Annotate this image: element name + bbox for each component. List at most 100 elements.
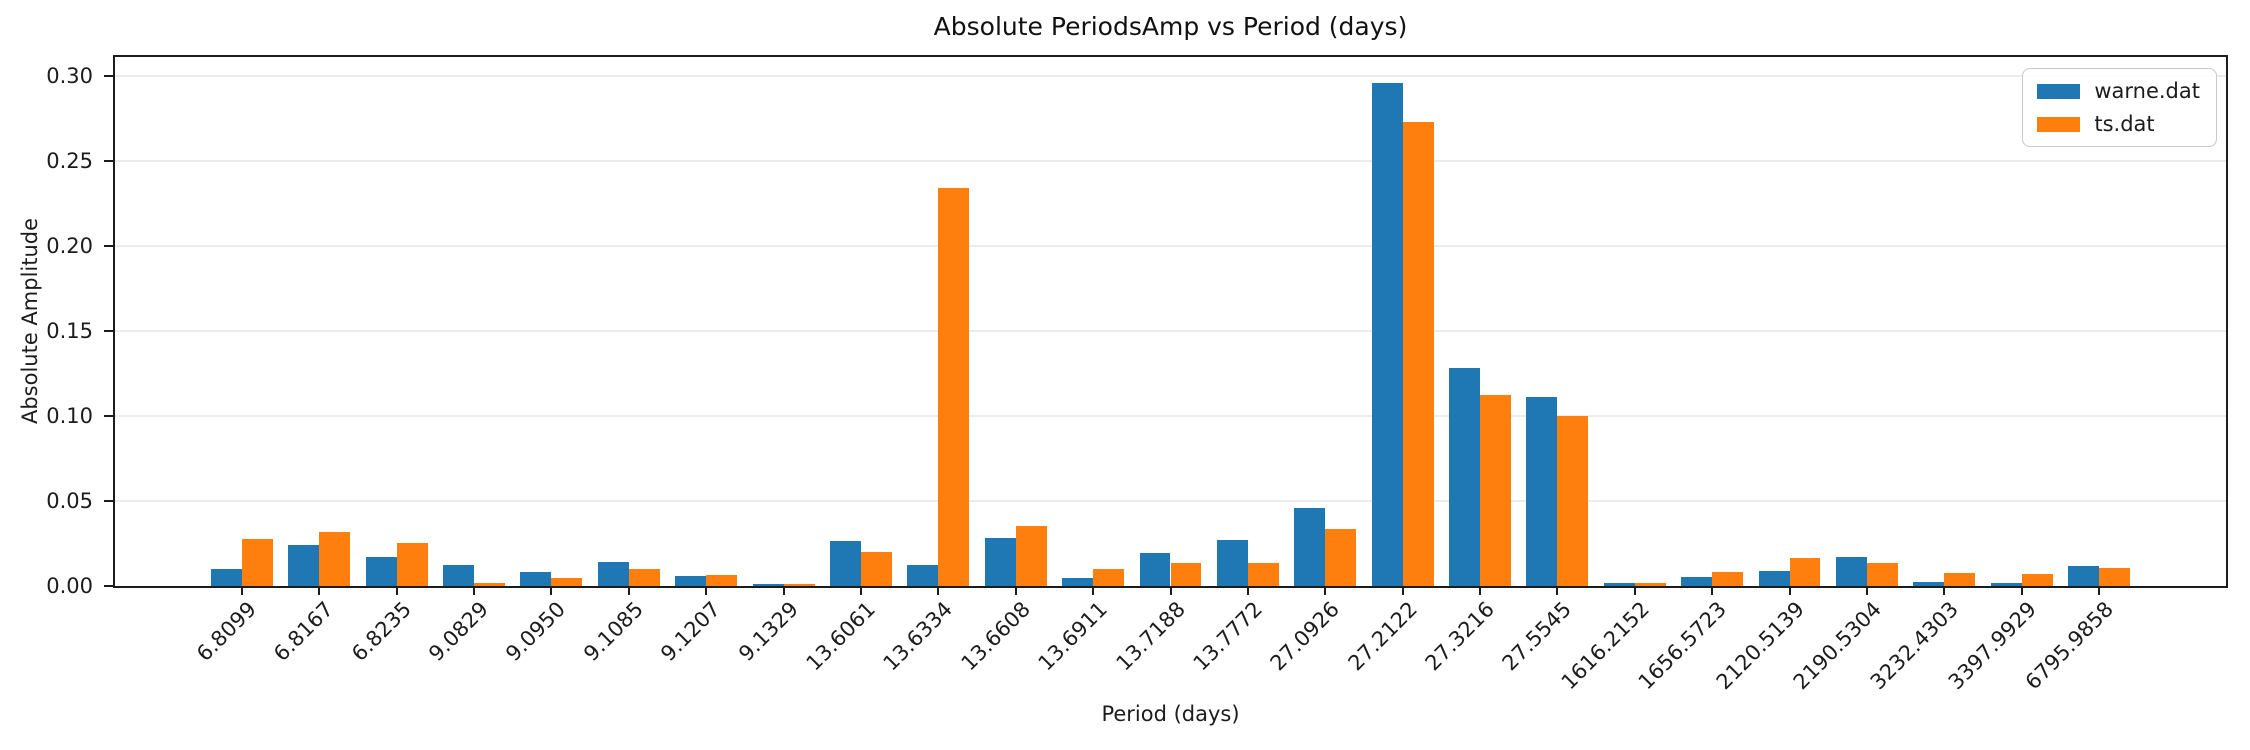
xtick bbox=[782, 586, 785, 595]
xtick bbox=[627, 586, 630, 595]
bar bbox=[830, 540, 861, 586]
bar bbox=[1093, 569, 1125, 586]
legend: warne.dat ts.dat bbox=[2022, 68, 2217, 147]
ytick bbox=[104, 499, 115, 502]
bar bbox=[1526, 397, 1558, 586]
legend-item: ts.dat bbox=[2037, 112, 2200, 136]
ytick bbox=[104, 244, 115, 247]
bar bbox=[551, 577, 583, 586]
yticklabel: 0.10 bbox=[46, 403, 93, 428]
bar bbox=[1681, 576, 1713, 586]
yticklabel: 0.20 bbox=[46, 233, 93, 258]
bar bbox=[1062, 577, 1094, 586]
bar bbox=[1557, 415, 1589, 586]
legend-swatch bbox=[2037, 116, 2081, 132]
gridline bbox=[115, 499, 2226, 502]
bar bbox=[1789, 557, 1821, 586]
bar bbox=[241, 539, 273, 586]
legend-label: ts.dat bbox=[2094, 112, 2155, 136]
bar bbox=[1216, 540, 1248, 586]
bar bbox=[1247, 563, 1279, 586]
bar bbox=[597, 562, 629, 586]
bar bbox=[1835, 557, 1867, 586]
bar bbox=[1294, 507, 1326, 586]
bar bbox=[628, 569, 660, 586]
legend-label: warne.dat bbox=[2094, 79, 2200, 103]
bar bbox=[2099, 567, 2131, 586]
x-axis-label: Period (days) bbox=[1101, 702, 1240, 726]
xtick bbox=[2020, 586, 2023, 595]
ytick bbox=[104, 414, 115, 417]
bar bbox=[1371, 82, 1403, 586]
bar bbox=[520, 572, 552, 586]
bar bbox=[1015, 526, 1047, 586]
bar bbox=[1449, 368, 1480, 586]
yticklabel: 0.30 bbox=[46, 63, 93, 88]
ytick bbox=[104, 159, 115, 162]
xtick bbox=[1479, 586, 1482, 595]
bar bbox=[860, 551, 892, 586]
gridline bbox=[115, 329, 2226, 332]
xtick bbox=[1324, 586, 1327, 595]
bar bbox=[706, 574, 738, 586]
gridline bbox=[115, 159, 2226, 162]
bar bbox=[319, 532, 351, 586]
bar bbox=[907, 564, 939, 586]
bar bbox=[2068, 566, 2100, 586]
legend-swatch bbox=[2037, 83, 2081, 99]
bar bbox=[1170, 563, 1202, 586]
xtick bbox=[1246, 586, 1249, 595]
plot-area: warne.dat ts.dat 0.00 0.05 0.10 0.15 0.20 0.2… bbox=[46, 55, 2228, 694]
bar bbox=[365, 557, 397, 586]
xtick bbox=[1711, 586, 1714, 595]
bar bbox=[1603, 582, 1635, 586]
bar bbox=[1866, 563, 1898, 586]
xtick bbox=[705, 586, 708, 595]
bar bbox=[1712, 571, 1744, 586]
xtick bbox=[1169, 586, 1172, 595]
bar bbox=[1913, 581, 1945, 586]
xtick bbox=[2098, 586, 2101, 595]
gridline bbox=[115, 414, 2226, 417]
yticklabel: 0.15 bbox=[46, 318, 93, 343]
bar bbox=[1634, 582, 1666, 586]
ytick bbox=[104, 329, 115, 332]
xtick bbox=[1943, 586, 1946, 595]
bar bbox=[752, 584, 784, 586]
xtick bbox=[1401, 586, 1404, 595]
xtick bbox=[240, 586, 243, 595]
bar bbox=[1944, 572, 1976, 586]
bar bbox=[675, 575, 707, 586]
gridline bbox=[115, 244, 2226, 247]
bar bbox=[1990, 582, 2022, 586]
bar bbox=[288, 545, 320, 586]
xtick bbox=[473, 586, 476, 595]
xtick bbox=[1633, 586, 1636, 595]
xtick bbox=[937, 586, 940, 595]
gridline bbox=[115, 74, 2226, 77]
xtick bbox=[318, 586, 321, 595]
xtick bbox=[859, 586, 862, 595]
bar bbox=[783, 584, 815, 586]
xtick bbox=[395, 586, 398, 595]
xtick bbox=[1092, 586, 1095, 595]
bar bbox=[2021, 573, 2053, 586]
bar bbox=[1480, 394, 1511, 586]
yticklabel: 0.25 bbox=[46, 148, 93, 173]
bar bbox=[1758, 570, 1790, 586]
xtick bbox=[1556, 586, 1559, 595]
xtick bbox=[550, 586, 553, 595]
ytick bbox=[104, 74, 115, 77]
bar bbox=[1139, 552, 1171, 586]
yticklabel: 0.00 bbox=[46, 574, 93, 598]
bar bbox=[474, 582, 505, 586]
yticklabel: 0.05 bbox=[46, 488, 93, 513]
chart-title: Absolute PeriodsAmp vs Period (days) bbox=[933, 12, 1408, 41]
xtick bbox=[1865, 586, 1868, 595]
bar bbox=[1402, 121, 1434, 586]
bar bbox=[984, 538, 1016, 586]
bar bbox=[396, 543, 428, 586]
bar bbox=[443, 564, 475, 586]
xtick bbox=[1014, 586, 1017, 595]
